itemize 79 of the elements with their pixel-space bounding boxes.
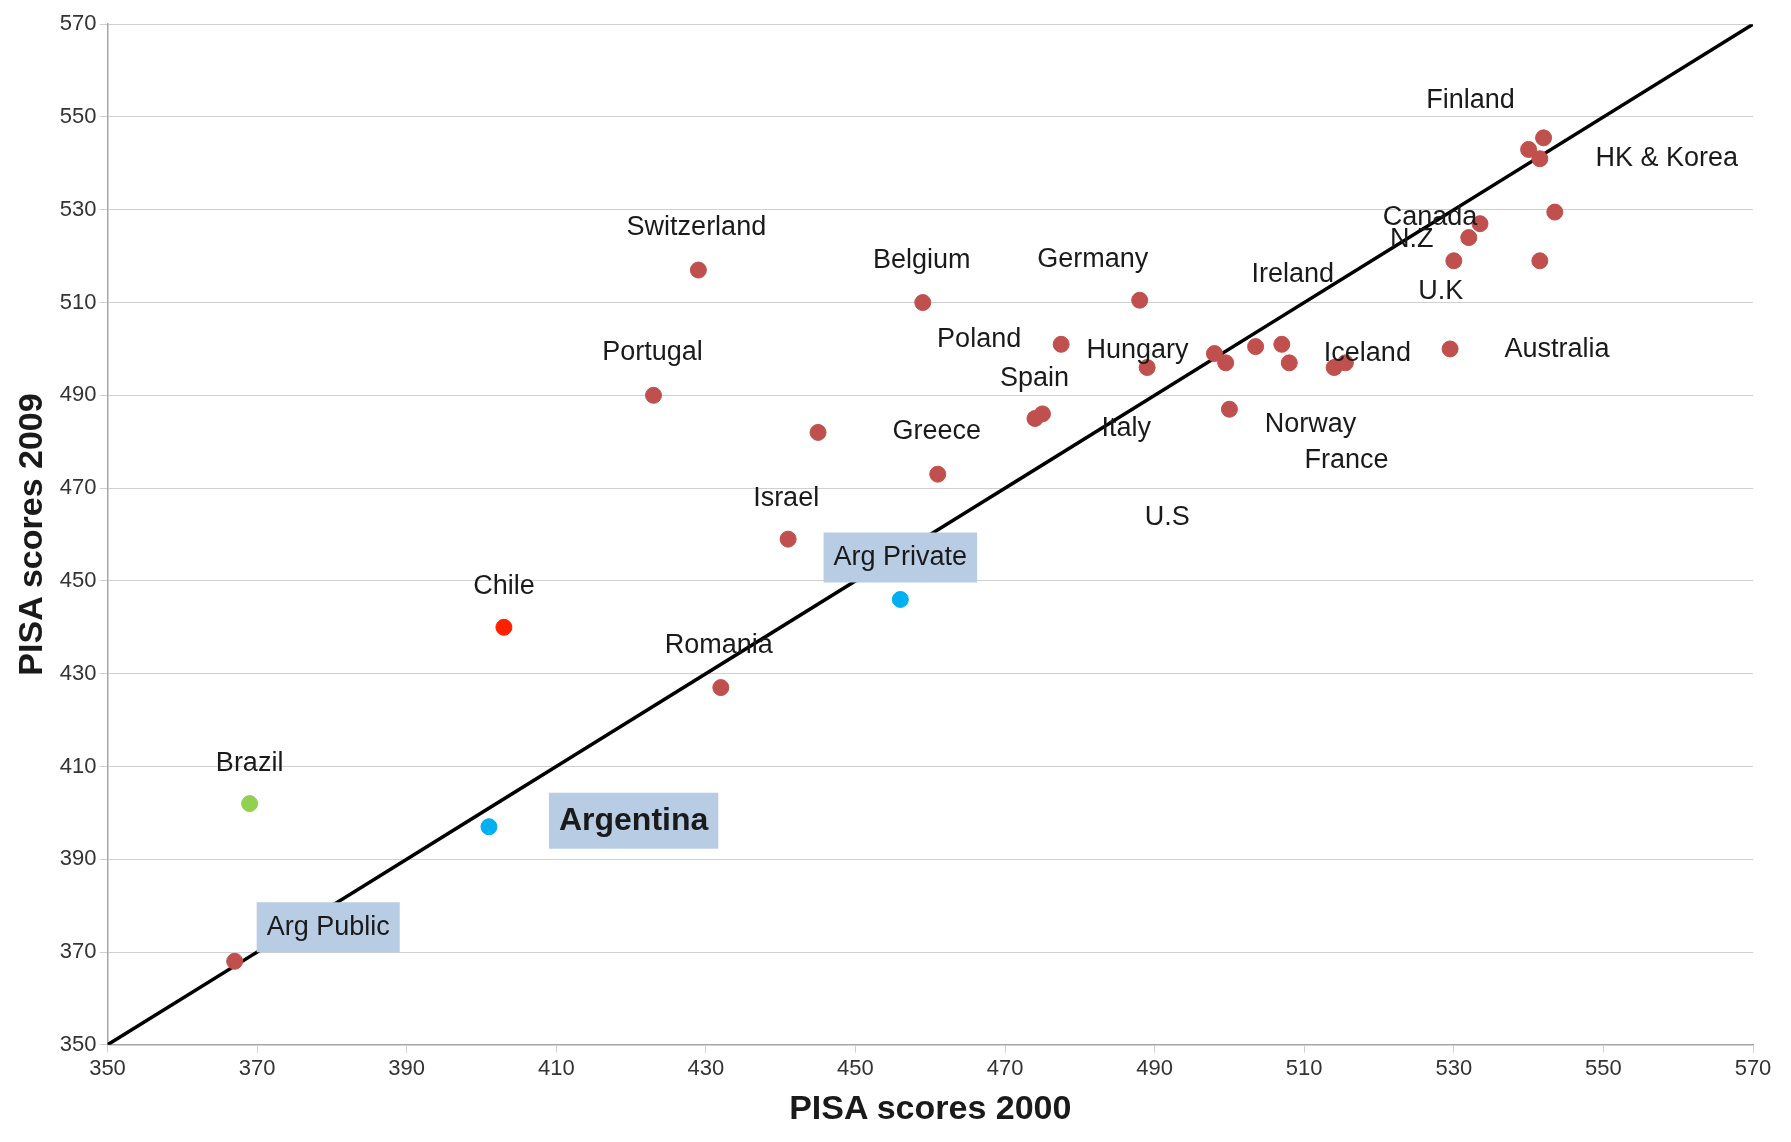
point [1220, 400, 1238, 418]
y-axis-title: PISA scores 2009 [10, 393, 49, 676]
point [712, 679, 730, 697]
point [1033, 405, 1051, 423]
annotation: Greece [892, 414, 982, 445]
annotation: U.S [1144, 500, 1190, 531]
x-tick-label: 470 [986, 1055, 1024, 1081]
point [809, 423, 827, 441]
x-axis-title: PISA scores 2000 [789, 1087, 1072, 1126]
y-tick-label: 430 [59, 659, 97, 685]
point [495, 618, 513, 636]
point [1280, 354, 1298, 372]
annotation: Israel [753, 481, 820, 512]
y-tick-label: 570 [59, 10, 97, 36]
point [1520, 140, 1538, 158]
x-tick-label: 350 [89, 1055, 126, 1081]
x-tick-label: 430 [687, 1055, 725, 1081]
annotation: Chile [473, 569, 535, 600]
annotation: Australia [1504, 333, 1611, 364]
annotation: Switzerland [626, 210, 767, 241]
point [1546, 203, 1564, 221]
y-tick-label: 530 [59, 195, 97, 221]
point [1131, 291, 1149, 309]
annotation: Portugal [602, 335, 703, 366]
x-tick-label: 490 [1136, 1055, 1173, 1081]
annotation: Iceland [1323, 337, 1411, 368]
series-label: Arg Public [266, 910, 390, 941]
point [929, 465, 947, 483]
series-label: Argentina [558, 800, 709, 837]
annotation: Spain [999, 362, 1069, 393]
annotation: Germany [1037, 242, 1149, 273]
annotation: U.K [1418, 275, 1464, 306]
y-tick-label: 550 [59, 103, 97, 129]
point [645, 386, 663, 404]
annotation: Poland [937, 322, 1022, 353]
x-tick-label: 550 [1585, 1055, 1622, 1081]
point [1247, 338, 1265, 356]
y-tick-label: 510 [59, 288, 97, 314]
annotation: Norway [1264, 407, 1357, 438]
y-tick-label: 390 [59, 845, 97, 871]
point [480, 818, 498, 836]
x-tick-label: 410 [537, 1055, 575, 1081]
x-tick-label: 390 [388, 1055, 426, 1081]
annotation: HK & Korea [1595, 142, 1740, 173]
point [689, 261, 707, 279]
point [226, 952, 244, 970]
point [1531, 252, 1549, 270]
annotation: Brazil [215, 747, 284, 778]
annotation: Belgium [873, 244, 971, 274]
point [1217, 354, 1235, 372]
point [241, 795, 259, 813]
y-tick-label: 450 [59, 566, 97, 592]
point [1205, 345, 1223, 363]
y-tick-label: 410 [59, 752, 97, 778]
point [1535, 129, 1553, 147]
y-tick-label: 470 [59, 474, 97, 500]
x-tick-label: 570 [1734, 1055, 1772, 1081]
annotation: Finland [1426, 84, 1515, 115]
point [779, 530, 797, 548]
point [1273, 335, 1291, 353]
x-tick-label: 370 [238, 1055, 276, 1081]
annotation: Italy [1101, 411, 1152, 442]
x-tick-label: 450 [837, 1055, 874, 1081]
y-tick-label: 350 [59, 1030, 97, 1056]
point [1445, 252, 1463, 270]
annotation: Ireland [1251, 257, 1335, 288]
point [1531, 150, 1549, 168]
annotation: Hungary [1086, 334, 1189, 365]
point [914, 294, 932, 312]
x-tick-label: 510 [1285, 1055, 1323, 1081]
x-tick-label: 530 [1435, 1055, 1473, 1081]
y-tick-label: 370 [59, 938, 97, 964]
series-label: Arg Private [833, 540, 968, 571]
y-tick-label: 490 [59, 381, 97, 407]
point [891, 590, 909, 608]
annotation: France [1304, 444, 1389, 475]
point [1052, 335, 1070, 353]
point [1441, 340, 1459, 358]
point [1460, 229, 1478, 247]
